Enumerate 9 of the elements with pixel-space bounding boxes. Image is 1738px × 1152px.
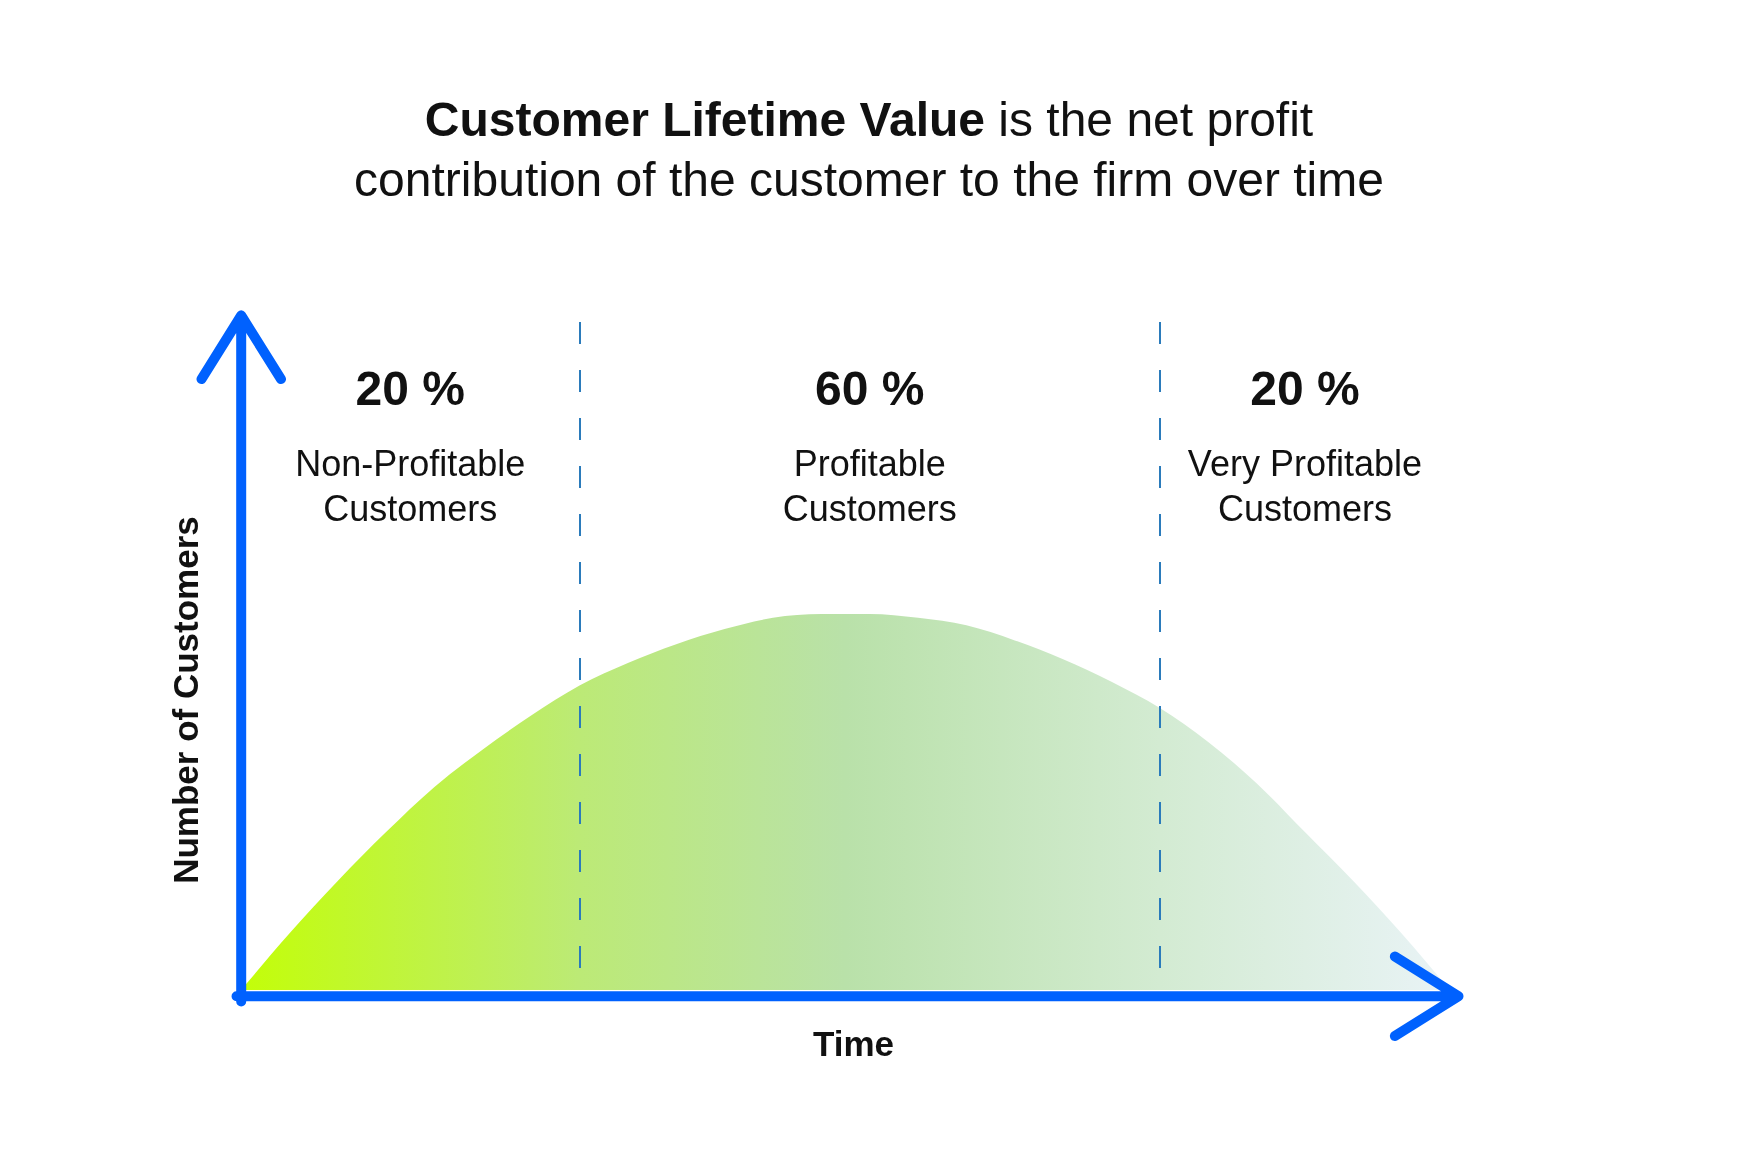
y-axis-title: Number of Customers (165, 516, 205, 884)
text: 20 % (355, 362, 465, 416)
text: Non-Profitable Customers (295, 442, 526, 529)
text: Very Profitable Customers (1187, 442, 1422, 529)
text: 60 % (814, 362, 925, 416)
text: 20 % (1250, 362, 1360, 416)
chart-title: Customer Lifetime Value is the net profit contribution of the customer to the firm over time (354, 93, 1384, 206)
x-axis-title: Time (812, 1023, 895, 1063)
text: Profitable Customers (782, 442, 957, 529)
